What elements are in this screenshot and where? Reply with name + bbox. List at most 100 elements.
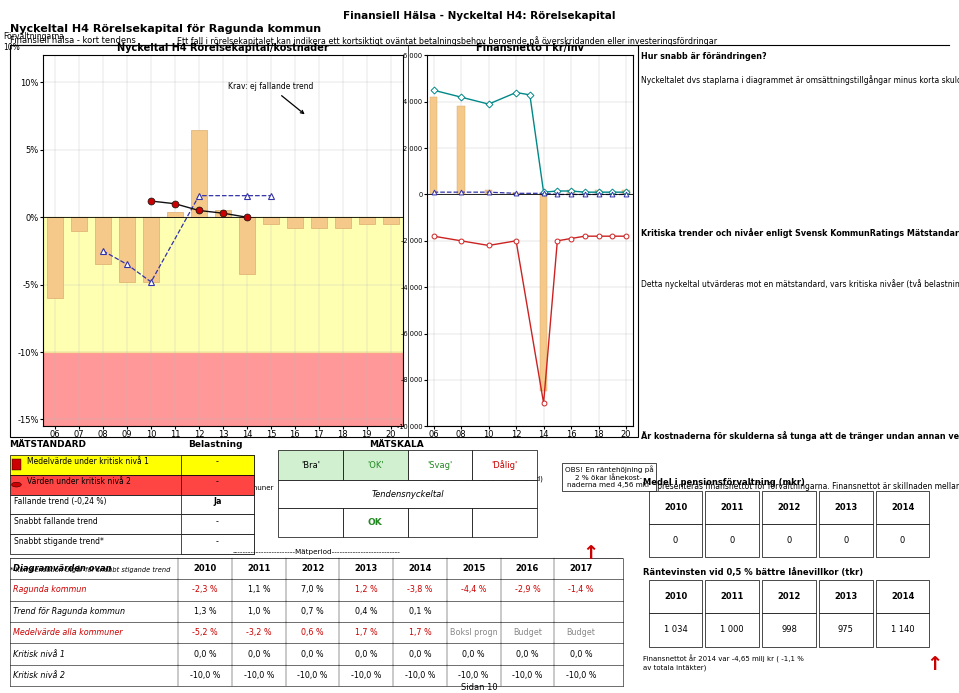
Text: -3,2 %: -3,2 % [246,628,271,637]
Text: -: - [216,477,219,486]
FancyBboxPatch shape [706,524,760,557]
Text: Ett fall i rörelsekapitalet kan indikera ett kortsiktigt oväntat betalningsbehov: Ett fall i rörelsekapitalet kan indikera… [177,36,717,46]
FancyBboxPatch shape [706,491,760,524]
FancyBboxPatch shape [648,491,702,524]
Text: Budget: Budget [567,628,596,637]
Text: 2014: 2014 [891,503,914,511]
Text: 0,7 %: 0,7 % [301,607,324,616]
Text: Snabbt fallande trend: Snabbt fallande trend [14,517,98,526]
Text: Värden under kritisk nivå 2: Värden under kritisk nivå 2 [27,477,130,486]
Text: -10,0 %: -10,0 % [351,671,382,680]
Text: ↑: ↑ [925,655,943,674]
Text: Medel i pensionsförvaltning (mkr): Medel i pensionsförvaltning (mkr) [643,478,805,487]
Text: 2012: 2012 [778,593,801,601]
Text: Hur snabb är förändringen?: Hur snabb är förändringen? [641,52,766,61]
FancyBboxPatch shape [762,524,816,557]
Text: 'OK': 'OK' [367,461,384,470]
Text: 1 140: 1 140 [891,626,915,634]
Text: 2011: 2011 [720,503,744,511]
Text: 0,0 %: 0,0 % [247,649,270,658]
FancyBboxPatch shape [762,580,816,613]
Text: Diagramvärden ovan: Diagramvärden ovan [12,564,111,573]
Text: Ja: Ja [213,497,222,506]
FancyBboxPatch shape [278,480,537,509]
FancyBboxPatch shape [180,534,254,554]
Text: 0: 0 [673,536,678,545]
Text: 2010: 2010 [664,593,688,601]
Text: 2013: 2013 [355,564,378,573]
Text: 2013: 2013 [834,593,857,601]
FancyBboxPatch shape [819,524,873,557]
FancyBboxPatch shape [762,613,816,647]
FancyBboxPatch shape [876,524,929,557]
Bar [143,217,159,282]
Text: 2010: 2010 [194,564,217,573]
Text: 0: 0 [900,536,905,545]
Bar [335,217,351,228]
Bar [595,190,602,195]
Text: 0,0 %: 0,0 % [516,649,539,658]
Text: -: - [216,517,219,526]
Text: Trend för Ragunda kommun: Trend för Ragunda kommun [12,607,125,616]
Bar [512,193,520,195]
Bar [119,217,135,282]
Text: Kritiska trender och nivåer enligt Svensk KommunRatings Mätstandard sept 1994: Kritiska trender och nivåer enligt Svens… [641,228,959,238]
Text: Finansiell hälsa - kort tendens: Finansiell hälsa - kort tendens [10,36,135,45]
FancyBboxPatch shape [10,514,254,534]
Text: 0,0 %: 0,0 % [462,649,485,658]
Text: Medelvärde alla kommuner: Medelvärde alla kommuner [12,628,122,637]
FancyBboxPatch shape [180,475,254,495]
Title: Finansnetto i kr/inv: Finansnetto i kr/inv [476,43,584,53]
FancyBboxPatch shape [819,580,873,613]
Bar [47,217,63,298]
FancyBboxPatch shape [408,450,473,480]
Text: -2,3 %: -2,3 % [193,586,218,595]
FancyBboxPatch shape [343,509,408,537]
Text: -10,0 %: -10,0 % [458,671,489,680]
Text: OBS! En räntehöjning på
2 % ökar lånekost-
naderna med 4,56 mkr: OBS! En räntehöjning på 2 % ökar lånekos… [565,466,653,488]
Title: Nyckeltal H4 Rörelsekapital/kostnader: Nyckeltal H4 Rörelsekapital/kostnader [117,43,329,53]
Text: MÄTSTANDARD: MÄTSTANDARD [10,440,86,449]
Text: Detta nyckeltal utvärderas mot en mätstandard, vars kritiska nivåer (två belastn: Detta nyckeltal utvärderas mot en mätsta… [641,279,959,288]
FancyBboxPatch shape [819,491,873,524]
Text: 2011: 2011 [720,593,744,601]
Text: Kritisk nivå 2: Kritisk nivå 2 [12,671,64,680]
FancyBboxPatch shape [876,580,929,613]
Text: Räntevinsten vid 0,5 % bättre lånevillkor (tkr): Räntevinsten vid 0,5 % bättre lånevillko… [643,568,863,577]
Text: 2013: 2013 [834,503,857,511]
FancyBboxPatch shape [278,509,343,537]
Text: -4,4 %: -4,4 % [461,586,486,595]
Text: 2014: 2014 [891,593,914,601]
FancyBboxPatch shape [10,475,254,495]
Text: 1,3 %: 1,3 % [194,607,217,616]
Text: -: - [216,457,219,466]
Text: 975: 975 [838,626,854,634]
Bar [311,217,327,228]
Text: -: - [216,537,219,546]
Bar [95,217,111,265]
Text: -10,0 %: -10,0 % [244,671,274,680]
FancyBboxPatch shape [180,514,254,534]
Text: Medelvärde under kritisk nivå 1: Medelvärde under kritisk nivå 1 [27,457,149,466]
Bar [43,352,403,426]
Text: 1,7 %: 1,7 % [355,628,378,637]
Text: 1 034: 1 034 [664,626,688,634]
Circle shape [12,482,21,487]
Text: Nyckeltal H4 Rörelsekapital för Ragunda kommun: Nyckeltal H4 Rörelsekapital för Ragunda … [10,24,320,34]
Text: 0,0 %: 0,0 % [301,649,324,658]
Text: 0,0 %: 0,0 % [570,649,593,658]
Text: Boksl progn: Boksl progn [450,628,498,637]
Text: Nyckeltalet dvs staplarna i diagrammet är omsättningstillgångar minus korta skul: Nyckeltalet dvs staplarna i diagrammet ä… [641,76,959,85]
Text: -10,0 %: -10,0 % [190,671,221,680]
Text: -10,0 %: -10,0 % [405,671,435,680]
Text: 998: 998 [782,626,797,634]
Text: 1,2 %: 1,2 % [355,586,378,595]
FancyBboxPatch shape [648,524,702,557]
Bar [359,217,375,224]
Legend: Ragunda, Maxvärde 2014  (Markaryd), Minvärde 2014 (Lessebo), Medelvärden: Ragunda, Maxvärde 2014 (Markaryd), Minvä… [431,464,546,505]
FancyBboxPatch shape [10,495,254,514]
Text: 'Bra': 'Bra' [301,461,320,470]
Text: Sidan 10: Sidan 10 [461,683,498,692]
FancyBboxPatch shape [819,613,873,647]
Bar [622,190,630,195]
